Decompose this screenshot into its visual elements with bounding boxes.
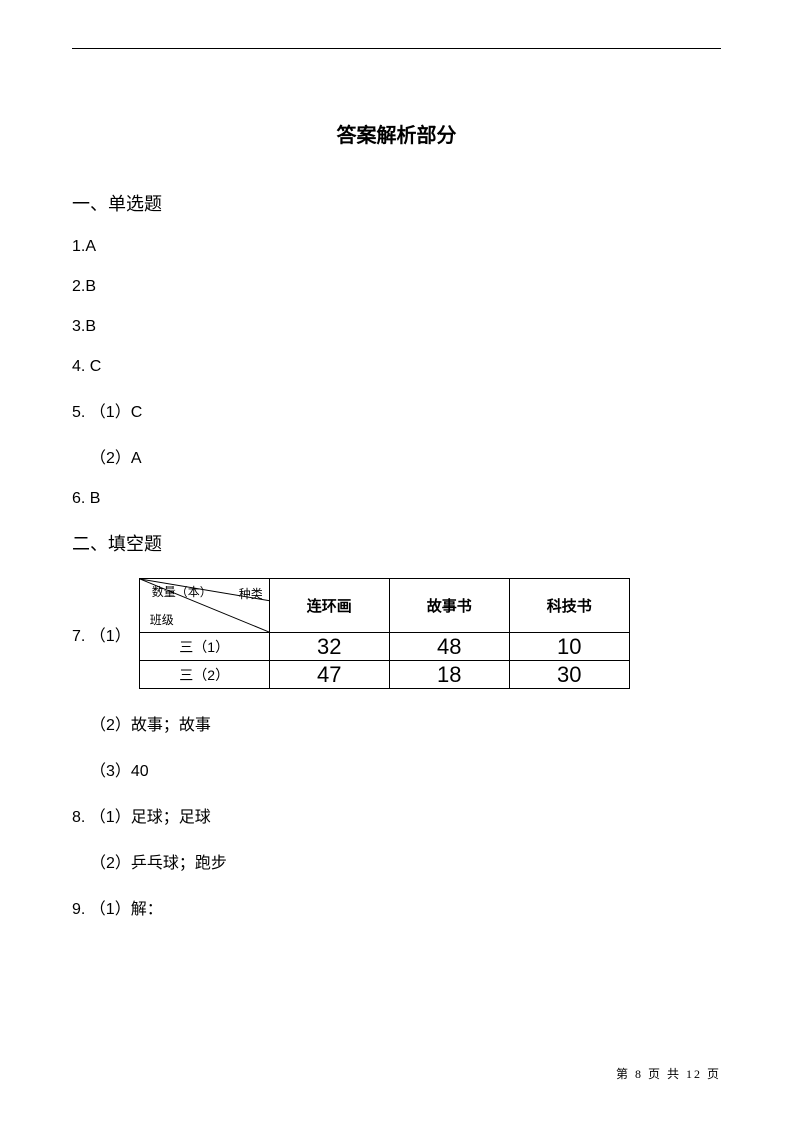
q8-line2: （2）乒乓球；跑步 [72, 849, 721, 873]
top-horizontal-rule [72, 48, 721, 49]
table-row: 三（1） 32 48 10 [139, 633, 629, 661]
cell-value: 32 [269, 633, 389, 661]
answer-5-2: （2）A [72, 444, 721, 468]
answer-1: 1.A [72, 238, 721, 256]
page-title: 答案解析部分 [72, 119, 721, 148]
corner-label-right: 种类 [239, 585, 263, 602]
q8-line1: 8. （1）足球；足球 [72, 803, 721, 827]
q7-row: 7. （1） 数量（本） 种类 班级 连环画 故事书 科技书 三（1） 32 4… [72, 578, 721, 689]
table-row: 数量（本） 种类 班级 连环画 故事书 科技书 [139, 579, 629, 633]
q7-sub3: （3）40 [72, 757, 721, 781]
cell-value: 47 [269, 661, 389, 689]
table-row: 三（2） 47 18 30 [139, 661, 629, 689]
section-1-heading: 一、单选题 [72, 190, 721, 216]
footer-page: 8 [635, 1067, 643, 1081]
answer-4: 4. C [72, 358, 721, 376]
cell-value: 10 [509, 633, 629, 661]
col-header-1: 连环画 [269, 579, 389, 633]
page-footer: 第 8 页 共 12 页 [616, 1065, 721, 1082]
cell-value: 48 [389, 633, 509, 661]
answer-3: 3.B [72, 318, 721, 336]
footer-mid: 页 共 [643, 1067, 686, 1081]
corner-cell: 数量（本） 种类 班级 [139, 579, 269, 633]
q7-table: 数量（本） 种类 班级 连环画 故事书 科技书 三（1） 32 48 10 三（… [139, 578, 630, 689]
footer-suffix: 页 [702, 1067, 721, 1081]
corner-label-bottom: 班级 [150, 611, 174, 628]
col-header-2: 故事书 [389, 579, 509, 633]
row-label-2: 三（2） [139, 661, 269, 689]
section-2-heading: 二、填空题 [72, 530, 721, 556]
q7-sub2: （2）故事；故事 [72, 711, 721, 735]
corner-label-top: 数量（本） [152, 583, 212, 600]
answer-5-1: 5. （1）C [72, 398, 721, 422]
q7-label: 7. （1） [72, 622, 131, 646]
cell-value: 18 [389, 661, 509, 689]
q9-line: 9. （1）解： [72, 895, 721, 919]
row-label-1: 三（1） [139, 633, 269, 661]
answer-6: 6. B [72, 490, 721, 508]
col-header-3: 科技书 [509, 579, 629, 633]
answer-2: 2.B [72, 278, 721, 296]
footer-prefix: 第 [616, 1067, 635, 1081]
footer-total: 12 [686, 1067, 702, 1081]
cell-value: 30 [509, 661, 629, 689]
